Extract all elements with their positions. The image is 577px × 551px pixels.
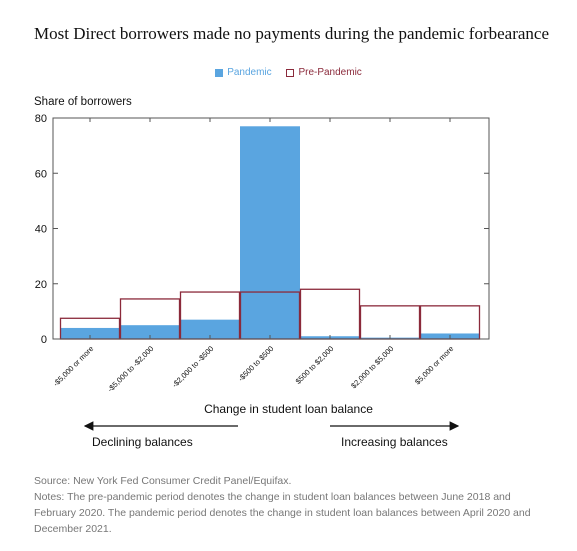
x-tick-label: -$500 to $500 — [236, 344, 275, 383]
legend-item-pre-pandemic: Pre-Pandemic — [286, 67, 362, 78]
source-note: Source: New York Fed Consumer Credit Pan… — [34, 475, 292, 487]
y-tick-label: 20 — [35, 279, 47, 291]
x-tick-label: $5,000 or more — [413, 344, 455, 386]
pandemic-bar — [120, 325, 180, 339]
notes: Notes: The pre-pandemic period denotes t… — [34, 491, 531, 535]
y-tick-label: 60 — [35, 168, 47, 180]
increasing-balances-label: Increasing balances — [341, 435, 448, 449]
legend-swatch-pandemic — [215, 68, 224, 77]
x-tick-label: -$2,000 to -$500 — [170, 344, 215, 389]
x-tick-label: -$5,000 to -$2,000 — [106, 344, 156, 394]
pandemic-bar — [180, 319, 240, 339]
pre-pandemic-bar — [299, 288, 361, 340]
x-tick-label: -$5,000 or more — [51, 344, 95, 388]
declining-balances-label: Declining balances — [92, 435, 193, 449]
legend: Pandemic Pre-Pandemic — [0, 67, 577, 80]
x-tick-label: $2,000 to $5,000 — [349, 344, 395, 390]
y-axis-ticks: 0 20 40 60 80 — [35, 113, 489, 346]
footer: Source: New York Fed Consumer Credit Pan… — [34, 473, 554, 537]
legend-label-pre-pandemic: Pre-Pandemic — [298, 67, 362, 78]
legend-item-pandemic: Pandemic — [215, 67, 272, 78]
pandemic-bar — [60, 327, 120, 339]
y-axis-title: Share of borrowers — [34, 96, 132, 108]
pandemic-bar — [240, 126, 300, 339]
pre-pandemic-bar — [359, 305, 421, 340]
legend-label-pandemic: Pandemic — [227, 67, 272, 78]
pandemic-bars — [59, 126, 481, 340]
x-tick-label: $500 to $2,000 — [294, 344, 336, 386]
chart-title: Most Direct borrowers made no payments d… — [34, 24, 550, 43]
y-tick-label: 40 — [35, 224, 47, 236]
x-axis-title: Change in student loan balance — [204, 402, 373, 416]
legend-swatch-pre-pandemic — [286, 68, 295, 77]
y-tick-label: 80 — [35, 113, 47, 125]
y-tick-label: 0 — [41, 334, 47, 346]
